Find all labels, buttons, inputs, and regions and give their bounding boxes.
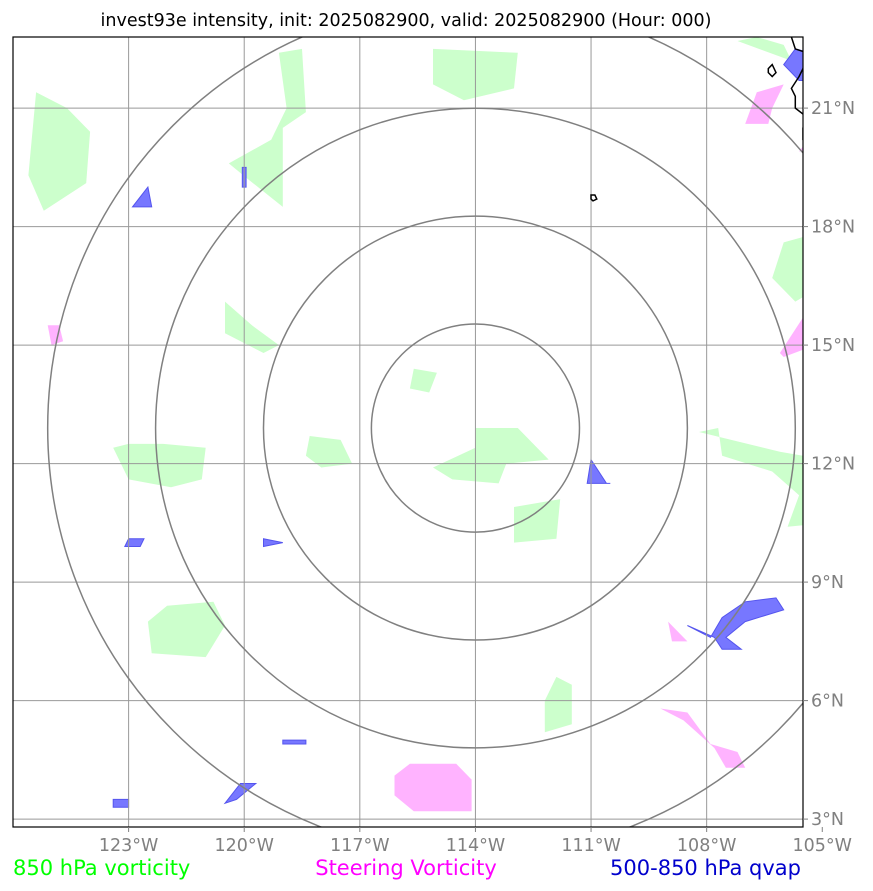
vorticity-850-area [225,301,279,353]
steering-vorticity-area [394,763,472,812]
range-ring [47,37,803,827]
vorticity-850-area [514,499,561,543]
vorticity-850-layer [28,37,803,733]
lon-tick-label: 105°W [793,836,852,856]
vorticity-850-area [228,48,306,207]
legend-steering-vorticity: Steering Vorticity [315,856,497,880]
map-plot-area [12,36,830,828]
lon-tick-label: 117°W [330,836,389,856]
vorticity-850-area [699,428,803,527]
qvap-area [783,48,803,81]
lat-tick-labels: 3°N 6°N 9°N 12°N 15°N 18°N 21°N [803,99,855,830]
vorticity-850-area [433,428,549,484]
lon-tick-label: 108°W [677,836,736,856]
steering-vorticity-area [47,325,64,346]
range-rings [47,37,803,827]
gridlines [13,37,803,827]
qvap-area [826,69,830,73]
vorticity-850-area [772,237,803,302]
qvap-area [282,739,307,745]
vorticity-850-area [737,37,792,61]
legend-vorticity-850: 850 hPa vorticity [13,856,190,880]
range-ring [370,323,581,533]
coastline [590,37,803,202]
vorticity-850-area [544,676,572,733]
qvap-area [223,783,258,805]
steering-vorticity-area [799,146,803,152]
qvap-area [124,538,145,547]
legend-qvap: 500-850 hPa qvap [610,856,801,880]
lon-tick-label: 120°W [214,836,273,856]
vorticity-850-area [147,601,225,658]
lon-tick-label: 114°W [446,836,505,856]
island-outline [590,194,598,202]
lat-tick-label: 21°N [811,99,855,119]
steering-vorticity-area [779,317,803,357]
vorticity-850-area [409,368,437,393]
map-frame [12,36,804,828]
qvap-area [112,798,130,808]
qvap-area [131,185,153,208]
lon-tick-label: 111°W [561,836,620,856]
lon-tick-labels: 123°W 120°W 117°W 114°W 111°W 108°W 105°W [99,827,852,856]
lat-tick-label: 3°N [811,810,844,830]
qvap-area [586,458,611,484]
lon-tick-label: 123°W [99,836,158,856]
qvap-layer [112,48,830,808]
lat-tick-label: 15°N [811,336,855,356]
qvap-area [687,597,785,650]
vorticity-850-area [305,436,353,468]
lat-tick-label: 18°N [811,218,855,238]
vorticity-850-area [113,443,206,488]
steering-vorticity-area [745,84,784,124]
island-outline [767,63,777,78]
lat-tick-label: 12°N [811,455,855,475]
range-ring [262,215,689,641]
steering-vorticity-layer [47,84,803,812]
qvap-area [263,538,283,548]
steering-vorticity-area [668,621,688,642]
lat-tick-label: 6°N [811,692,844,712]
vorticity-850-area [28,92,91,211]
steering-vorticity-area [660,708,746,768]
chart-title: invest93e intensity, init: 2025082900, v… [101,11,712,31]
lat-tick-label: 9°N [811,573,844,593]
range-ring [154,107,797,749]
